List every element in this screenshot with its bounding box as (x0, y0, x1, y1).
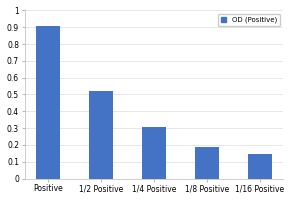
Legend: OD (Positive): OD (Positive) (218, 14, 280, 26)
Bar (195, 147, 219, 178)
Bar (248, 154, 272, 178)
Bar (142, 127, 166, 178)
Bar (36, 26, 60, 178)
Bar (89, 91, 113, 178)
